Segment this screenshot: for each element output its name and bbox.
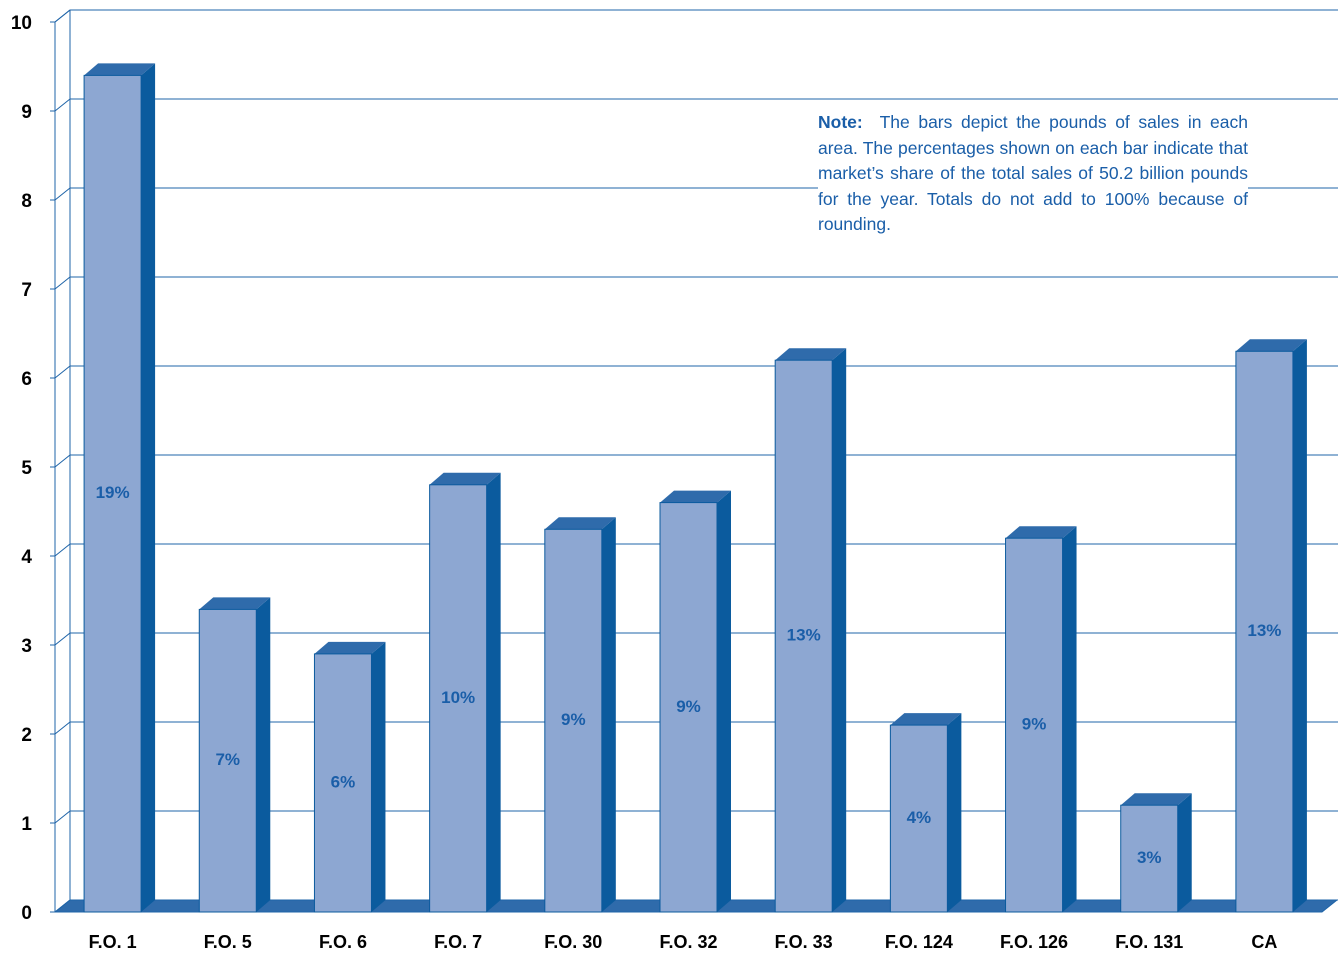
x-tick-label: F.O. 5: [204, 932, 252, 952]
bar: [544, 528, 603, 913]
data-label: 9%: [1022, 715, 1047, 734]
bar-top: [890, 713, 962, 726]
bar-side: [371, 641, 386, 912]
bar-side: [1062, 526, 1077, 912]
data-label: 19%: [96, 483, 130, 502]
data-label: 9%: [676, 697, 701, 716]
x-tick-label: F.O. 32: [659, 932, 717, 952]
y-tick-label: 6: [21, 369, 32, 390]
x-tick-label: F.O. 7: [434, 932, 482, 952]
grid-line: [54, 276, 1338, 290]
y-tick-label: 0: [21, 903, 32, 924]
y-tick-label: 9: [21, 102, 32, 123]
data-label: 4%: [907, 808, 932, 827]
bar-side: [256, 597, 271, 912]
y-tick-label: 2: [21, 725, 32, 746]
x-tick-label: F.O. 33: [775, 932, 833, 952]
data-label: 13%: [787, 626, 821, 645]
note: Note: The bars depict the pounds of sale…: [818, 110, 1248, 238]
bar-top: [429, 472, 501, 485]
bar: [429, 484, 488, 913]
bar-top: [84, 63, 156, 76]
bar-top: [1235, 339, 1307, 352]
x-tick-label: F.O. 124: [885, 932, 953, 952]
data-label: 7%: [215, 750, 240, 769]
grid-line: [54, 454, 1338, 468]
bar-top: [775, 348, 847, 361]
bar-side: [601, 517, 616, 912]
bar-top: [1120, 793, 1192, 806]
data-label: 10%: [441, 688, 475, 707]
bar: [659, 502, 718, 913]
bar-top: [1005, 526, 1077, 539]
bar-top: [544, 517, 616, 530]
bar: [198, 608, 257, 913]
x-tick-label: F.O. 6: [319, 932, 367, 952]
y-tick-label: 8: [21, 191, 32, 212]
bar-side: [717, 490, 731, 912]
bar-side: [832, 348, 847, 912]
grid-line: [54, 9, 1338, 23]
y-tick-label: 5: [21, 458, 32, 479]
data-label: 3%: [1137, 848, 1162, 867]
grid-line: [54, 543, 1338, 557]
bar: [313, 653, 372, 913]
data-label: 6%: [331, 772, 356, 791]
bar-top: [660, 490, 731, 503]
bar: [889, 724, 948, 913]
bar: [83, 74, 142, 913]
y-tick-label: 10: [11, 13, 32, 34]
bar: [1005, 537, 1064, 913]
grid-line: [54, 632, 1338, 646]
bar: [774, 359, 833, 913]
bar-side: [141, 63, 156, 912]
bar-top: [314, 641, 386, 654]
grid-line: [54, 365, 1338, 379]
bar-side: [486, 472, 501, 912]
x-tick-label: CA: [1251, 932, 1277, 952]
note-label: Note:: [818, 112, 863, 132]
y-tick-label: 3: [21, 636, 32, 657]
note-text: The bars depict the pounds of sales in e…: [818, 112, 1248, 234]
bar-side: [1292, 339, 1307, 912]
bar: [1235, 350, 1294, 913]
x-tick-label: F.O. 30: [544, 932, 602, 952]
bar-side: [947, 713, 962, 912]
bar: [1120, 804, 1179, 913]
grid-line: [54, 98, 1338, 112]
x-tick-label: F.O. 131: [1115, 932, 1183, 952]
bar-top: [199, 597, 271, 610]
data-label: 13%: [1247, 621, 1281, 640]
y-tick-label: 1: [21, 814, 32, 835]
data-label: 9%: [561, 710, 586, 729]
x-tick-label: F.O. 126: [1000, 932, 1068, 952]
x-tick-label: F.O. 1: [89, 932, 137, 952]
y-tick-label: 7: [21, 280, 32, 301]
y-tick-label: 4: [21, 547, 32, 568]
bar-side: [1177, 793, 1192, 912]
